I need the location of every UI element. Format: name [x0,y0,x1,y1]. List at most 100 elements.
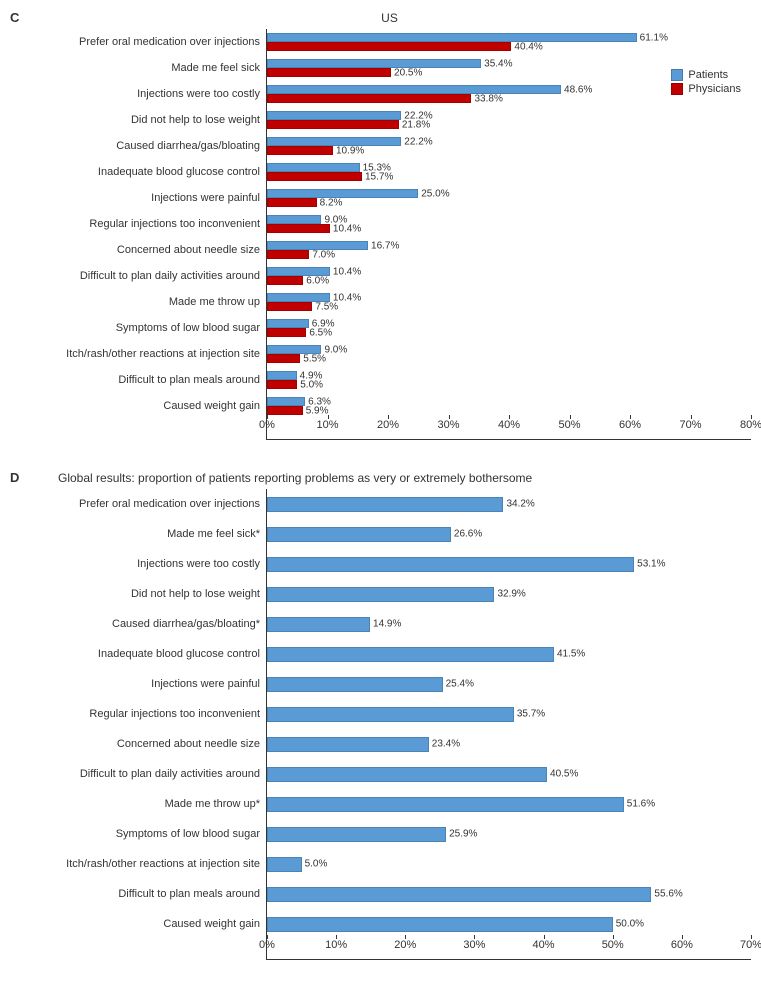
physicians-bar: 20.5% [267,68,391,77]
value-bar: 53.1% [267,557,634,572]
value-bar: 25.4% [267,677,443,692]
legend-label: Physicians [688,83,741,95]
physicians-bar: 6.5% [267,328,306,337]
category-label: Prefer oral medication over injections [10,489,260,519]
x-tick: 40% [533,939,555,951]
patients-bar: 22.2% [267,111,401,120]
bar-row: 40.5% [267,759,751,789]
panel-letter-c: C [10,10,28,25]
chart-c-legend: PatientsPhysicians [671,69,741,97]
x-tick: 70% [740,939,761,951]
value-bar: 50.0% [267,917,613,932]
value-bar: 32.9% [267,587,494,602]
patients-bar: 22.2% [267,137,401,146]
bar-row: 23.4% [267,729,751,759]
bar-value-label: 55.6% [654,889,682,900]
physicians-bar: 5.0% [267,380,297,389]
bar-value-label: 25.4% [446,679,474,690]
bar-group: 6.9%6.5% [267,315,751,341]
category-label: Did not help to lose weight [10,107,260,133]
category-label: Inadequate blood glucose control [10,159,260,185]
bar-value-label: 15.7% [365,171,393,182]
physicians-bar: 7.0% [267,250,309,259]
bar-value-label: 6.5% [309,327,332,338]
category-label: Made me feel sick* [10,519,260,549]
bar-value-label: 32.9% [497,589,525,600]
value-bar: 55.6% [267,887,651,902]
bar-value-label: 51.6% [627,799,655,810]
bar-row: 50.0% [267,909,751,939]
chart-d-header: D Global results: proportion of patients… [10,470,751,485]
bar-value-label: 26.6% [454,529,482,540]
x-tick: 60% [671,939,693,951]
bar-group: 16.7%7.0% [267,237,751,263]
physicians-bar: 6.0% [267,276,303,285]
value-bar: 34.2% [267,497,503,512]
category-label: Caused diarrhea/gas/bloating* [10,609,260,639]
category-label: Prefer oral medication over injections [10,29,260,55]
bar-row: 41.5% [267,639,751,669]
bar-value-label: 40.4% [514,41,542,52]
category-label: Itch/rash/other reactions at injection s… [10,849,260,879]
bar-value-label: 7.0% [312,249,335,260]
category-label: Difficult to plan daily activities aroun… [10,263,260,289]
category-label: Made me throw up [10,289,260,315]
category-label: Did not help to lose weight [10,579,260,609]
chart-c-body: Prefer oral medication over injections Ma… [10,29,751,440]
bar-value-label: 35.4% [484,58,512,69]
chart-c-plot-area: 61.1%40.4%35.4%20.5%48.6%33.8%22.2%21.8%… [266,29,751,440]
bar-value-label: 14.9% [373,619,401,630]
bar-value-label: 61.1% [640,32,668,43]
bar-row: 32.9% [267,579,751,609]
x-tick: 0% [259,419,275,431]
bar-value-label: 10.4% [333,223,361,234]
category-label: Caused diarrhea/gas/bloating [10,133,260,159]
category-label: Concerned about needle size [10,237,260,263]
chart-d-body: Prefer oral medication over injectionsMa… [10,489,751,960]
bar-group: 61.1% 40.4% [267,29,751,55]
patients-bar: 48.6% [267,85,561,94]
bar-value-label: 8.2% [320,197,343,208]
value-bar: 51.6% [267,797,624,812]
bar-value-label: 25.9% [449,829,477,840]
bar-row: 35.7% [267,699,751,729]
bar-value-label: 20.5% [394,67,422,78]
bar-row: 25.4% [267,669,751,699]
bar-value-label: 21.8% [402,119,430,130]
chart-c: C US Prefer oral medication over injecti… [10,10,751,440]
bar-value-label: 50.0% [616,919,644,930]
chart-c-category-labels: Prefer oral medication over injections Ma… [10,29,266,440]
x-tick: 80% [740,419,761,431]
bar-value-label: 23.4% [432,739,460,750]
bar-group: 15.3%15.7% [267,159,751,185]
category-label: Caused weight gain [10,393,260,419]
bar-value-label: 5.0% [300,379,323,390]
bar-value-label: 5.9% [306,405,329,416]
chart-d-category-labels: Prefer oral medication over injectionsMa… [10,489,266,960]
x-tick: 20% [394,939,416,951]
bar-group: 22.2%10.9% [267,133,751,159]
category-label: Symptoms of low blood sugar [10,819,260,849]
category-label: Injections were too costly [10,81,260,107]
chart-c-title: US [28,11,751,25]
category-label: Difficult to plan meals around [10,367,260,393]
bar-value-label: 7.5% [315,301,338,312]
bar-row: 55.6% [267,879,751,909]
bar-value-label: 6.0% [306,275,329,286]
bar-value-label: 48.6% [564,84,592,95]
patients-bar: 6.3% [267,397,305,406]
bar-value-label: 9.0% [324,344,347,355]
chart-d-plot-area: 34.2% 26.6% 53.1% 32.9% 14.9% 41.5% 25.4% 35.7%… [266,489,751,960]
legend-swatch [671,83,683,95]
value-bar: 41.5% [267,647,554,662]
category-label: Made me throw up* [10,789,260,819]
bar-group: 25.0%8.2% [267,185,751,211]
value-bar: 25.9% [267,827,446,842]
patients-bar: 4.9% [267,371,297,380]
bar-value-label: 5.5% [303,353,326,364]
category-label: Injections were painful [10,185,260,211]
bar-group: 10.4%6.0% [267,263,751,289]
physicians-bar: 10.9% [267,146,333,155]
bar-value-label: 33.8% [474,93,502,104]
x-tick: 30% [463,939,485,951]
